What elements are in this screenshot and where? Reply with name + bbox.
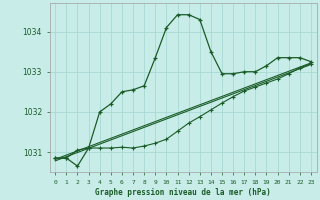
- X-axis label: Graphe pression niveau de la mer (hPa): Graphe pression niveau de la mer (hPa): [95, 188, 271, 197]
